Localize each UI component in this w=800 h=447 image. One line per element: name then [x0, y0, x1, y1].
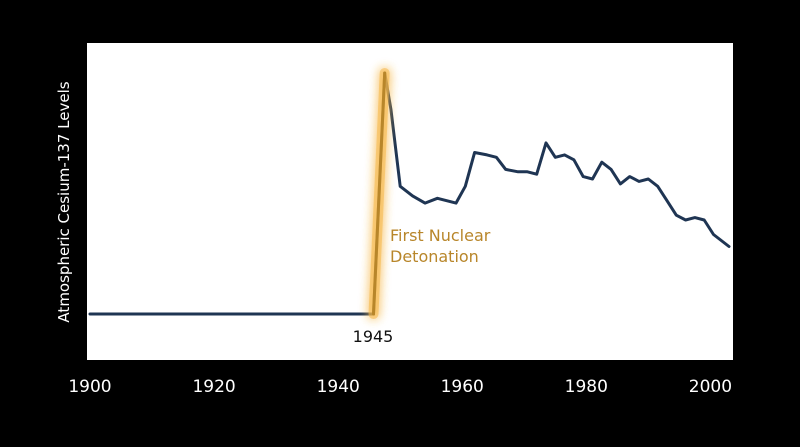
highlight-line [372, 71, 387, 316]
x-tick-label: 1940 [317, 377, 360, 397]
annotation-line-2: Detonation [390, 247, 479, 266]
x-tick-layer: 1900 1920 1940 1960 1980 2000 [68, 377, 732, 397]
series-layer [88, 71, 731, 316]
x-tick-label: 1960 [441, 377, 484, 397]
marker-year-label: 1945 [353, 327, 394, 346]
x-tick-label: 1920 [192, 377, 235, 397]
annotation-line-1: First Nuclear [390, 226, 491, 245]
highlight-layer [368, 68, 390, 319]
x-tick-label: 2000 [689, 377, 732, 397]
plot-area [87, 43, 733, 360]
y-axis-label: Atmospheric Cesium-137 Levels [55, 81, 73, 322]
x-tick-label: 1900 [68, 377, 111, 397]
x-tick-label: 1980 [565, 377, 608, 397]
series-line-0 [88, 71, 731, 316]
